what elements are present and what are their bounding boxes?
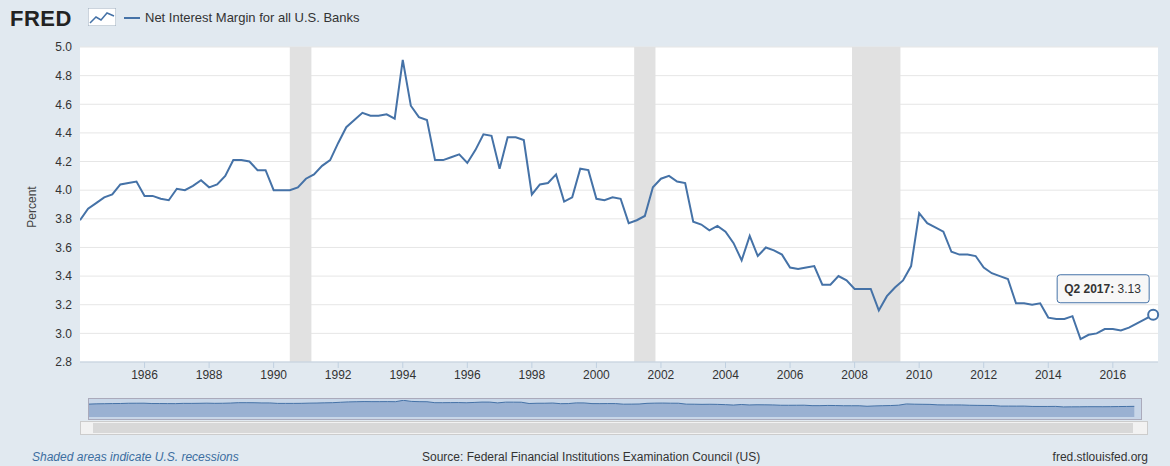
svg-text:4.2: 4.2 (55, 155, 72, 169)
svg-text:1996: 1996 (454, 368, 481, 382)
svg-text:1990: 1990 (260, 368, 287, 382)
svg-text:2004: 2004 (712, 368, 739, 382)
html-text:Percent: Percent (25, 186, 39, 228)
svg-text:1986: 1986 (131, 368, 158, 382)
svg-text:2016: 2016 (1099, 368, 1126, 382)
html-text:FRED: FRED (10, 6, 72, 31)
svg-text:2012: 2012 (970, 368, 997, 382)
svg-text:2002: 2002 (648, 368, 675, 382)
svg-text:3.0: 3.0 (55, 327, 72, 341)
svg-text:2000: 2000 (583, 368, 610, 382)
svg-text:2014: 2014 (1035, 368, 1062, 382)
svg-text:2010: 2010 (906, 368, 933, 382)
svg-text:4.6: 4.6 (55, 98, 72, 112)
html-text:fred.stlouisfed.org: fred.stlouisfed.org (1052, 450, 1148, 464)
svg-text:2.8: 2.8 (55, 355, 72, 369)
svg-text:4.4: 4.4 (55, 126, 72, 140)
html-text:Shaded areas indicate U.S. rec: Shaded areas indicate U.S. recessions (32, 450, 239, 464)
svg-text:1998: 1998 (519, 368, 546, 382)
svg-text:4.8: 4.8 (55, 69, 72, 83)
svg-text:3.6: 3.6 (55, 241, 72, 255)
svg-text:4.0: 4.0 (55, 183, 72, 197)
svg-text:1994: 1994 (389, 368, 416, 382)
svg-text:2006: 2006 (777, 368, 804, 382)
svg-text:5.0: 5.0 (55, 40, 72, 54)
svg-text:3.4: 3.4 (55, 269, 72, 283)
svg-text:Q2 2017: 3.13: Q2 2017: 3.13 (1064, 282, 1141, 296)
svg-text:1992: 1992 (325, 368, 352, 382)
html-text:Source: Federal Financial Inst: Source: Federal Financial Institutions E… (422, 450, 761, 464)
svg-text:3.2: 3.2 (55, 298, 72, 312)
svg-text:1988: 1988 (196, 368, 223, 382)
svg-text:3.8: 3.8 (55, 212, 72, 226)
html-text:Net Interest Margin for all U.: Net Interest Margin for all U.S. Banks (145, 10, 360, 25)
svg-text:2008: 2008 (841, 368, 868, 382)
